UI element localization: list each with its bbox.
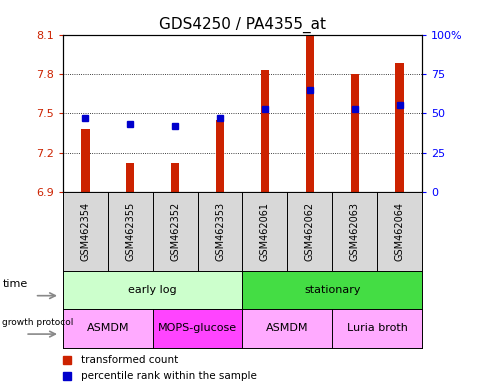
Text: GSM462064: GSM462064 bbox=[393, 202, 404, 261]
Bar bbox=[350, 74, 358, 192]
Text: ASMDM: ASMDM bbox=[87, 323, 129, 333]
Text: MOPS-glucose: MOPS-glucose bbox=[158, 323, 237, 333]
Text: growth protocol: growth protocol bbox=[2, 318, 74, 327]
Text: time: time bbox=[2, 279, 28, 289]
Text: early log: early log bbox=[128, 285, 177, 295]
Text: transformed count: transformed count bbox=[81, 354, 178, 364]
Text: GSM462353: GSM462353 bbox=[214, 202, 225, 261]
Text: Luria broth: Luria broth bbox=[346, 323, 407, 333]
Text: GSM462061: GSM462061 bbox=[259, 202, 270, 261]
Text: GSM462355: GSM462355 bbox=[125, 202, 135, 261]
Bar bbox=[215, 120, 224, 192]
Text: GSM462063: GSM462063 bbox=[349, 202, 359, 261]
Bar bbox=[81, 129, 90, 192]
Bar bbox=[126, 163, 134, 192]
Bar bbox=[394, 63, 403, 192]
Text: GSM462062: GSM462062 bbox=[304, 202, 314, 261]
Text: GSM462354: GSM462354 bbox=[80, 202, 91, 261]
Text: ASMDM: ASMDM bbox=[266, 323, 308, 333]
Title: GDS4250 / PA4355_at: GDS4250 / PA4355_at bbox=[159, 17, 325, 33]
Text: percentile rank within the sample: percentile rank within the sample bbox=[81, 371, 257, 381]
Text: GSM462352: GSM462352 bbox=[170, 202, 180, 261]
Bar bbox=[260, 70, 269, 192]
Bar bbox=[171, 163, 179, 192]
Bar bbox=[305, 35, 313, 192]
Text: stationary: stationary bbox=[303, 285, 360, 295]
